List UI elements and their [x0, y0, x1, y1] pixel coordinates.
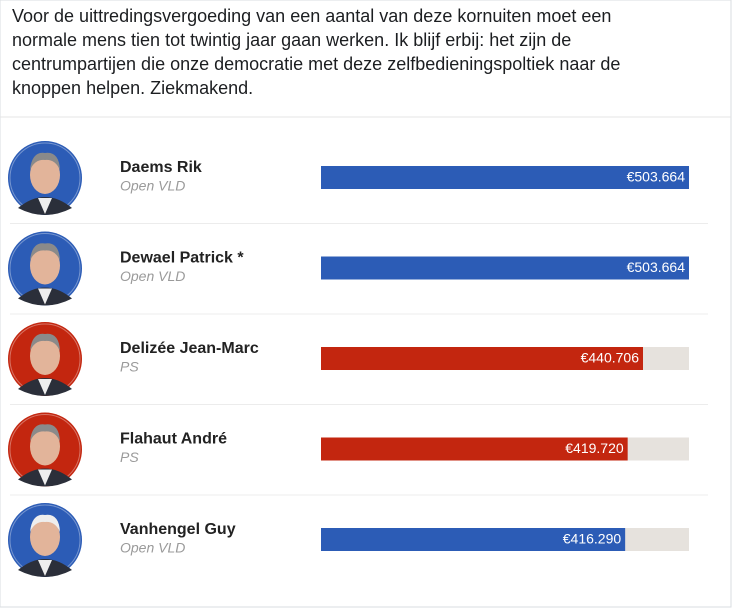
- avatar-shirt: [38, 379, 52, 395]
- avatar-face: [30, 246, 60, 285]
- avatar-hair: [30, 424, 60, 442]
- party: Open VLD: [120, 540, 185, 556]
- avatar-face: [30, 156, 60, 194]
- post-text: knoppen helpen. Ziekmakend.: [12, 78, 253, 98]
- value-label: €440.706: [581, 350, 640, 366]
- avatar-hair: [30, 333, 60, 351]
- avatar-shirt: [38, 469, 52, 486]
- bar: [321, 256, 689, 280]
- bar: [321, 166, 689, 189]
- name: Flahaut André: [120, 431, 227, 448]
- bar: [321, 347, 643, 370]
- name: Daems Rik: [120, 159, 202, 176]
- avatar-shirt: [38, 198, 52, 214]
- avatar: [8, 231, 82, 306]
- value-label: €419.720: [565, 440, 624, 456]
- value-label: €503.664: [627, 169, 686, 185]
- avatar-shirt: [38, 560, 52, 576]
- avatar: [8, 141, 82, 215]
- name: Delizée Jean-Marc: [120, 340, 259, 357]
- value-label: €416.290: [563, 531, 622, 547]
- party: Open VLD: [120, 268, 185, 284]
- name: Dewael Patrick *: [120, 250, 244, 267]
- avatar: [8, 412, 82, 487]
- avatar-hair: [30, 514, 60, 532]
- avatar-shirt: [38, 288, 52, 305]
- party: PS: [120, 359, 139, 375]
- avatar-hair: [30, 243, 60, 261]
- avatar: [8, 503, 82, 577]
- post-text: Voor de uittredingsvergoeding van een aa…: [12, 6, 611, 26]
- avatar-hair: [30, 152, 60, 170]
- bar: [321, 437, 628, 461]
- party: PS: [120, 449, 139, 465]
- post-text: centrumpartijen die onze democratie met …: [12, 54, 620, 74]
- bar: [321, 528, 626, 551]
- party: Open VLD: [120, 178, 185, 194]
- avatar-face: [30, 337, 60, 375]
- avatar: [8, 322, 82, 396]
- avatar-face: [30, 518, 60, 556]
- avatar-face: [30, 427, 60, 466]
- post-text: normale mens tien tot twintig jaar gaan …: [12, 30, 571, 50]
- name: Vanhengel Guy: [120, 521, 236, 538]
- value-label: €503.664: [627, 259, 686, 275]
